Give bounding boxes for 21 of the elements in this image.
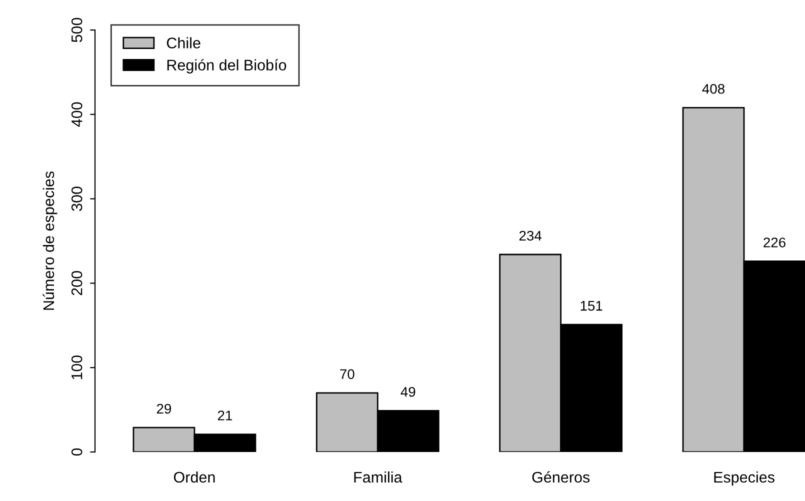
y-tick-label: 100 [71,355,82,380]
y-axis-title: Número de especies [42,171,58,310]
y-tick-label: 400 [71,102,82,127]
x-tick-label: Géneros [532,471,590,483]
data-label: 234 [519,230,542,241]
legend-label: Chile [166,37,200,48]
data-label: 151 [580,301,602,311]
x-tick-label: Familia [354,471,402,483]
y-tick-label: 200 [71,271,82,296]
x-tick-label: Especies [714,471,774,486]
legend-label: Región del Biobío [167,59,286,74]
x-tick-label: Orden [174,471,215,483]
data-label: 49 [400,386,416,397]
data-label: 408 [702,84,724,94]
y-tick-label: 0 [71,448,82,456]
y-tick-label: 300 [71,186,82,211]
data-label: 29 [156,404,172,414]
y-tick-label: 500 [71,18,82,42]
data-label: 226 [764,238,786,248]
data-label: 70 [340,369,354,380]
data-label: 21 [218,410,232,420]
